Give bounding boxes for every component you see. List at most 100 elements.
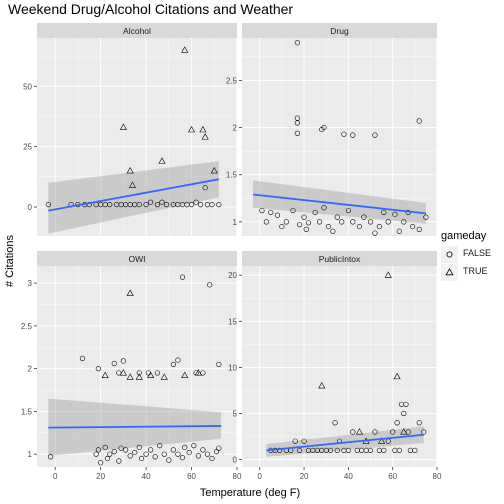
data-point-false — [118, 445, 124, 451]
data-point-false — [95, 366, 101, 372]
data-point-false — [188, 202, 195, 208]
data-point-true — [187, 125, 196, 133]
data-point-false — [259, 207, 265, 214]
data-point-false — [376, 223, 382, 230]
confidence-band-publicintox — [266, 426, 424, 457]
y-tick-label: 2 — [28, 365, 33, 374]
panel-bg-owi — [37, 266, 237, 467]
data-point-false — [401, 410, 407, 417]
y-tick-label: 2.5 — [226, 76, 238, 85]
data-point-false — [186, 449, 192, 456]
data-point-false — [381, 209, 387, 216]
data-point-false — [325, 223, 332, 230]
data-point-false — [396, 228, 402, 234]
data-point-false — [116, 370, 122, 376]
data-point-false — [341, 131, 347, 137]
data-point-false — [143, 451, 149, 457]
data-point-false — [279, 223, 285, 230]
legend-label-true: TRUE — [463, 266, 488, 276]
y-tick-label: 2.5 — [21, 322, 33, 331]
data-point-false — [116, 458, 122, 464]
data-point-false — [102, 444, 108, 450]
y-tick-label: 10 — [228, 363, 237, 372]
data-point-false — [361, 214, 367, 220]
data-point-false — [416, 420, 422, 426]
data-point-false — [345, 447, 351, 454]
y-tick-label: 5 — [233, 410, 238, 419]
data-point-false — [345, 207, 351, 214]
data-point-true — [101, 371, 109, 379]
data-point-false — [330, 228, 336, 234]
data-point-false — [381, 447, 387, 454]
data-point-false — [290, 207, 296, 214]
data-point-false — [339, 219, 345, 225]
data-point-true — [128, 181, 137, 188]
data-point-true — [181, 371, 189, 379]
data-point-false — [111, 449, 117, 455]
data-point-false — [372, 230, 378, 236]
data-point-false — [350, 132, 356, 138]
data-point-true — [126, 289, 134, 296]
y-tick-label: 2 — [233, 124, 238, 133]
data-point-false — [301, 438, 307, 444]
data-point-false — [154, 202, 161, 208]
data-point-false — [301, 214, 307, 220]
legend-label-false: FALSE — [463, 248, 492, 258]
data-point-false — [170, 447, 176, 453]
data-point-false — [143, 202, 149, 208]
confidence-band-drug — [253, 180, 426, 224]
y-tick-label: 25 — [23, 143, 32, 152]
data-point-false — [396, 447, 402, 454]
data-point-false — [334, 214, 340, 220]
facet-label-drug: Drug — [330, 26, 349, 36]
data-point-false — [216, 202, 222, 208]
data-point-false — [123, 447, 129, 453]
data-point-false — [321, 205, 327, 211]
y-tick-label: 0 — [233, 456, 238, 465]
data-point-false — [136, 370, 142, 376]
x-tick-label: 40 — [344, 472, 353, 481]
panel-bg-publicintox — [242, 266, 437, 467]
x-tick-label: 60 — [187, 472, 196, 481]
data-point-true — [126, 373, 134, 380]
data-point-false — [166, 457, 172, 463]
data-point-false — [170, 361, 176, 367]
trend-line-drug — [252, 193, 427, 215]
data-point-false — [200, 370, 206, 376]
data-point-true — [158, 157, 166, 164]
data-point-false — [401, 219, 407, 225]
data-point-false — [163, 202, 170, 208]
data-point-false — [297, 447, 303, 454]
data-point-false — [204, 451, 211, 457]
data-point-false — [283, 219, 289, 225]
data-point-true — [400, 428, 408, 435]
data-point-false — [179, 454, 186, 461]
y-tick-label: 15 — [228, 317, 237, 326]
x-tick-label: 80 — [433, 472, 442, 481]
y-tick-label: 20 — [228, 271, 237, 280]
data-point-false — [316, 219, 323, 225]
data-point-false — [111, 360, 117, 367]
data-point-false — [202, 185, 208, 191]
data-point-false — [268, 209, 274, 216]
data-point-false — [159, 199, 165, 205]
data-point-true — [318, 382, 326, 389]
data-point-true — [160, 373, 168, 380]
data-point-false — [292, 438, 298, 444]
data-point-false — [182, 444, 188, 450]
x-tick-label: 40 — [142, 472, 151, 481]
facet-strip-publicintox — [242, 251, 437, 266]
data-point-false — [390, 429, 396, 435]
data-point-false — [423, 214, 429, 220]
data-point-false — [367, 447, 374, 454]
data-point-false — [332, 420, 338, 426]
data-point-false — [136, 444, 142, 450]
data-point-false — [161, 451, 167, 457]
facet-label-publicintox: PublicIntox — [319, 254, 361, 264]
trend-line-publicintox — [266, 433, 424, 452]
x-tick-label: 20 — [300, 472, 309, 481]
data-point-true — [384, 271, 392, 278]
data-point-false — [350, 429, 356, 435]
data-point-false — [372, 429, 378, 435]
data-point-true — [201, 133, 209, 140]
